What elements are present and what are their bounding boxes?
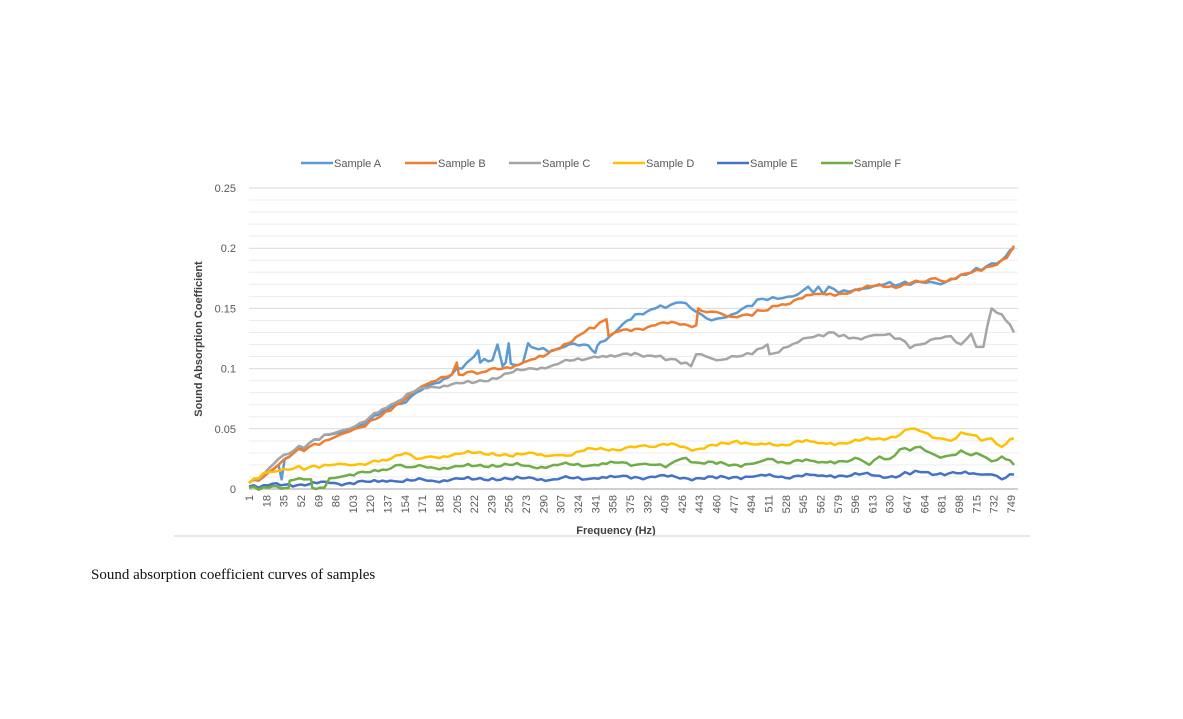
legend-item-sample-c: Sample C [509,158,590,170]
x-tick-label: 477 [729,495,741,513]
x-tick-label: 715 [971,495,983,513]
y-tick-label: 0.25 [215,183,236,195]
y-tick-label: 0.15 [215,303,236,315]
x-tick-label: 562 [815,495,827,513]
figure-caption: Sound absorption coefficient curves of s… [91,567,376,583]
x-tick-label: 664 [919,495,931,513]
legend-label: Sample C [542,158,590,170]
x-tick-label: 35 [279,495,291,507]
y-axis-ticks: 0 0.05 0.1 0.15 0.2 0.25 [215,183,236,496]
x-tick-label: 154 [400,495,412,513]
x-tick-label: 579 [833,495,845,513]
series-lines [248,245,1016,491]
x-tick-label: 188 [434,495,446,513]
legend-item-sample-a: Sample A [301,158,382,170]
y-tick-label: 0.1 [221,364,236,376]
legend-item-sample-b: Sample B [405,158,486,170]
series-line-sample-f [248,445,1015,491]
x-axis-title: Frequency (Hz) [576,525,656,537]
x-tick-label: 426 [677,495,689,513]
x-tick-label: 1 [244,495,256,501]
x-tick-label: 69 [313,495,325,507]
x-tick-label: 18 [261,495,273,507]
x-tick-label: 222 [469,495,481,513]
x-tick-label: 511 [763,495,775,513]
x-axis-ticks: 1 18 35 52 69 86 103 120 137 154 171 188 205 222 239 25… [244,495,1018,513]
x-tick-label: 86 [331,495,343,507]
legend-item-sample-f: Sample F [821,158,901,170]
legend-label: Sample A [334,158,382,170]
x-tick-label: 137 [383,495,395,513]
series-line-sample-e [248,469,1015,490]
legend-label: Sample E [750,158,798,170]
legend-label: Sample D [646,158,694,170]
x-tick-label: 256 [504,495,516,513]
x-tick-label: 341 [590,495,602,513]
y-tick-label: 0.05 [215,424,236,436]
series-line-sample-c [248,307,1016,484]
x-tick-label: 443 [694,495,706,513]
legend-item-sample-e: Sample E [717,158,798,170]
gridlines [249,187,1018,490]
x-tick-label: 647 [902,495,914,513]
x-tick-label: 681 [937,495,949,513]
x-tick-label: 375 [625,495,637,513]
x-tick-label: 273 [521,495,533,513]
x-tick-label: 494 [746,495,758,513]
y-tick-label: 0.2 [221,243,236,255]
x-tick-label: 749 [1006,495,1018,513]
x-tick-label: 630 [885,495,897,513]
x-tick-label: 358 [608,495,620,513]
x-tick-label: 698 [954,495,966,513]
x-tick-label: 290 [538,495,550,513]
x-tick-label: 392 [642,495,654,513]
legend: Sample A Sample B Sample C Sample D Sample E… [301,158,901,170]
legend-item-sample-d: Sample D [613,158,694,170]
x-tick-label: 307 [556,495,568,513]
series-line-sample-d [248,427,1015,484]
x-tick-label: 52 [296,495,308,507]
x-tick-label: 409 [660,495,672,513]
x-tick-label: 205 [452,495,464,513]
x-tick-label: 171 [417,495,429,513]
x-tick-label: 239 [486,495,498,513]
x-tick-label: 596 [850,495,862,513]
legend-label: Sample F [854,158,901,170]
x-tick-label: 528 [781,495,793,513]
x-tick-label: 460 [712,495,724,513]
x-tick-label: 732 [989,495,1001,513]
x-tick-label: 120 [365,495,377,513]
y-tick-label: 0 [230,484,236,496]
x-tick-label: 613 [867,495,879,513]
legend-label: Sample B [438,158,486,170]
series-line-sample-b [248,245,1016,485]
x-tick-label: 545 [798,495,810,513]
y-axis-title: Sound Absorption Coefficient [193,261,205,417]
x-tick-label: 324 [573,495,585,513]
x-tick-label: 103 [348,495,360,513]
